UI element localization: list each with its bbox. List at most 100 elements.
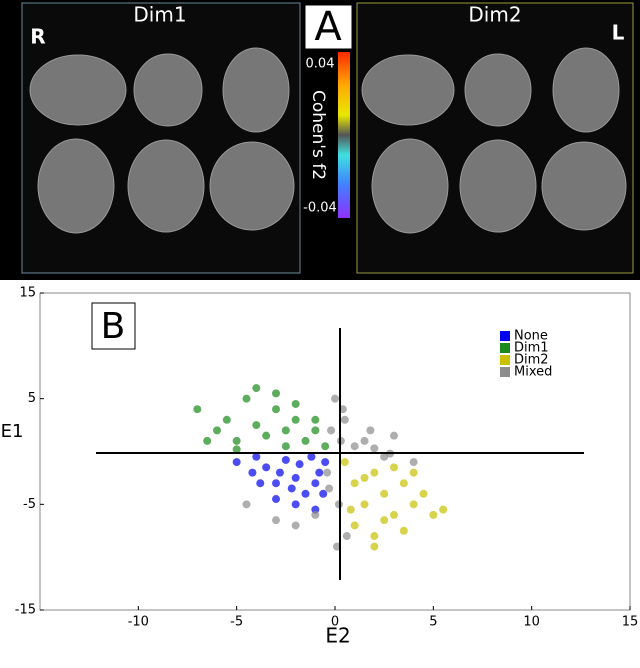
y-tick-label: 5 (28, 391, 36, 406)
colorbar-label: Cohen's f2 (308, 90, 328, 180)
legend-swatch (500, 355, 510, 365)
legend-swatch (500, 343, 510, 353)
point (291, 500, 300, 509)
point (331, 394, 339, 403)
point (380, 489, 389, 498)
point (291, 473, 300, 482)
x-tick-label: 5 (429, 615, 437, 630)
dim2-frame (356, 2, 634, 274)
point (332, 542, 341, 551)
x-tick-label: -10 (128, 615, 149, 630)
side-label: L (612, 21, 625, 45)
point (262, 431, 271, 440)
panel-a-label: A (314, 4, 342, 50)
point (203, 436, 212, 445)
point (350, 442, 359, 451)
x-tick-label: 10 (523, 615, 540, 630)
point (311, 415, 320, 424)
point (252, 421, 261, 430)
point (325, 484, 334, 493)
x-tick-label: -5 (230, 615, 243, 630)
point (291, 521, 300, 530)
legend-swatch (500, 331, 510, 341)
point (370, 468, 379, 477)
point (311, 510, 320, 519)
legend-label: None (514, 329, 548, 344)
point (275, 468, 284, 477)
point (281, 455, 290, 464)
x-tick-label: 15 (622, 615, 639, 630)
point (242, 394, 251, 403)
point (360, 436, 369, 445)
point (429, 510, 438, 519)
point (340, 458, 349, 467)
point (342, 532, 351, 541)
point (272, 495, 280, 504)
point (213, 426, 221, 435)
point (323, 468, 332, 477)
point (272, 389, 280, 398)
panel-b-label: B (101, 306, 126, 347)
point (252, 452, 261, 461)
point (287, 484, 296, 493)
point (370, 542, 379, 551)
brain-slices (29, 47, 627, 234)
point (256, 479, 265, 488)
point (399, 526, 408, 535)
point (390, 463, 398, 472)
point (340, 415, 349, 424)
point (307, 452, 316, 461)
point (380, 516, 389, 525)
point (281, 426, 290, 435)
y-axis-label: E1 (1, 421, 24, 442)
x-axis-label: E2 (325, 624, 350, 648)
dim1-title: Dim1 (133, 3, 186, 27)
point (409, 458, 418, 467)
point (409, 500, 418, 509)
legend-label: Mixed (514, 365, 552, 380)
point (360, 500, 369, 509)
point (311, 426, 320, 435)
plot-area (39, 292, 631, 611)
point (222, 415, 231, 424)
point (319, 489, 328, 498)
point (262, 463, 271, 472)
panel-a-box (304, 4, 353, 50)
point (272, 405, 280, 414)
point (366, 426, 375, 435)
point (232, 445, 241, 454)
legend-label: Dim1 (514, 341, 549, 356)
point (193, 405, 202, 414)
point (399, 479, 408, 488)
panel-b-box (91, 302, 136, 350)
side-label: R (30, 25, 45, 49)
point (346, 505, 355, 514)
point (248, 468, 257, 477)
point (327, 426, 336, 435)
point (281, 442, 290, 451)
point (334, 500, 343, 509)
legend-swatch (500, 367, 510, 377)
point (301, 436, 310, 445)
point (360, 473, 369, 482)
point (291, 415, 300, 424)
point (301, 489, 310, 498)
point (390, 510, 398, 519)
point (272, 516, 280, 525)
point (272, 479, 280, 488)
point (232, 436, 241, 445)
point (409, 468, 418, 477)
point (295, 460, 304, 469)
point (232, 458, 241, 467)
legend-label: Dim2 (514, 353, 549, 368)
point (350, 521, 359, 530)
point (315, 468, 324, 477)
point (439, 505, 448, 514)
y-tick-label: -5 (23, 497, 36, 512)
y-tick-label: 15 (19, 286, 36, 301)
point (419, 489, 428, 498)
point (370, 532, 379, 541)
point (380, 452, 389, 461)
point (390, 431, 398, 440)
